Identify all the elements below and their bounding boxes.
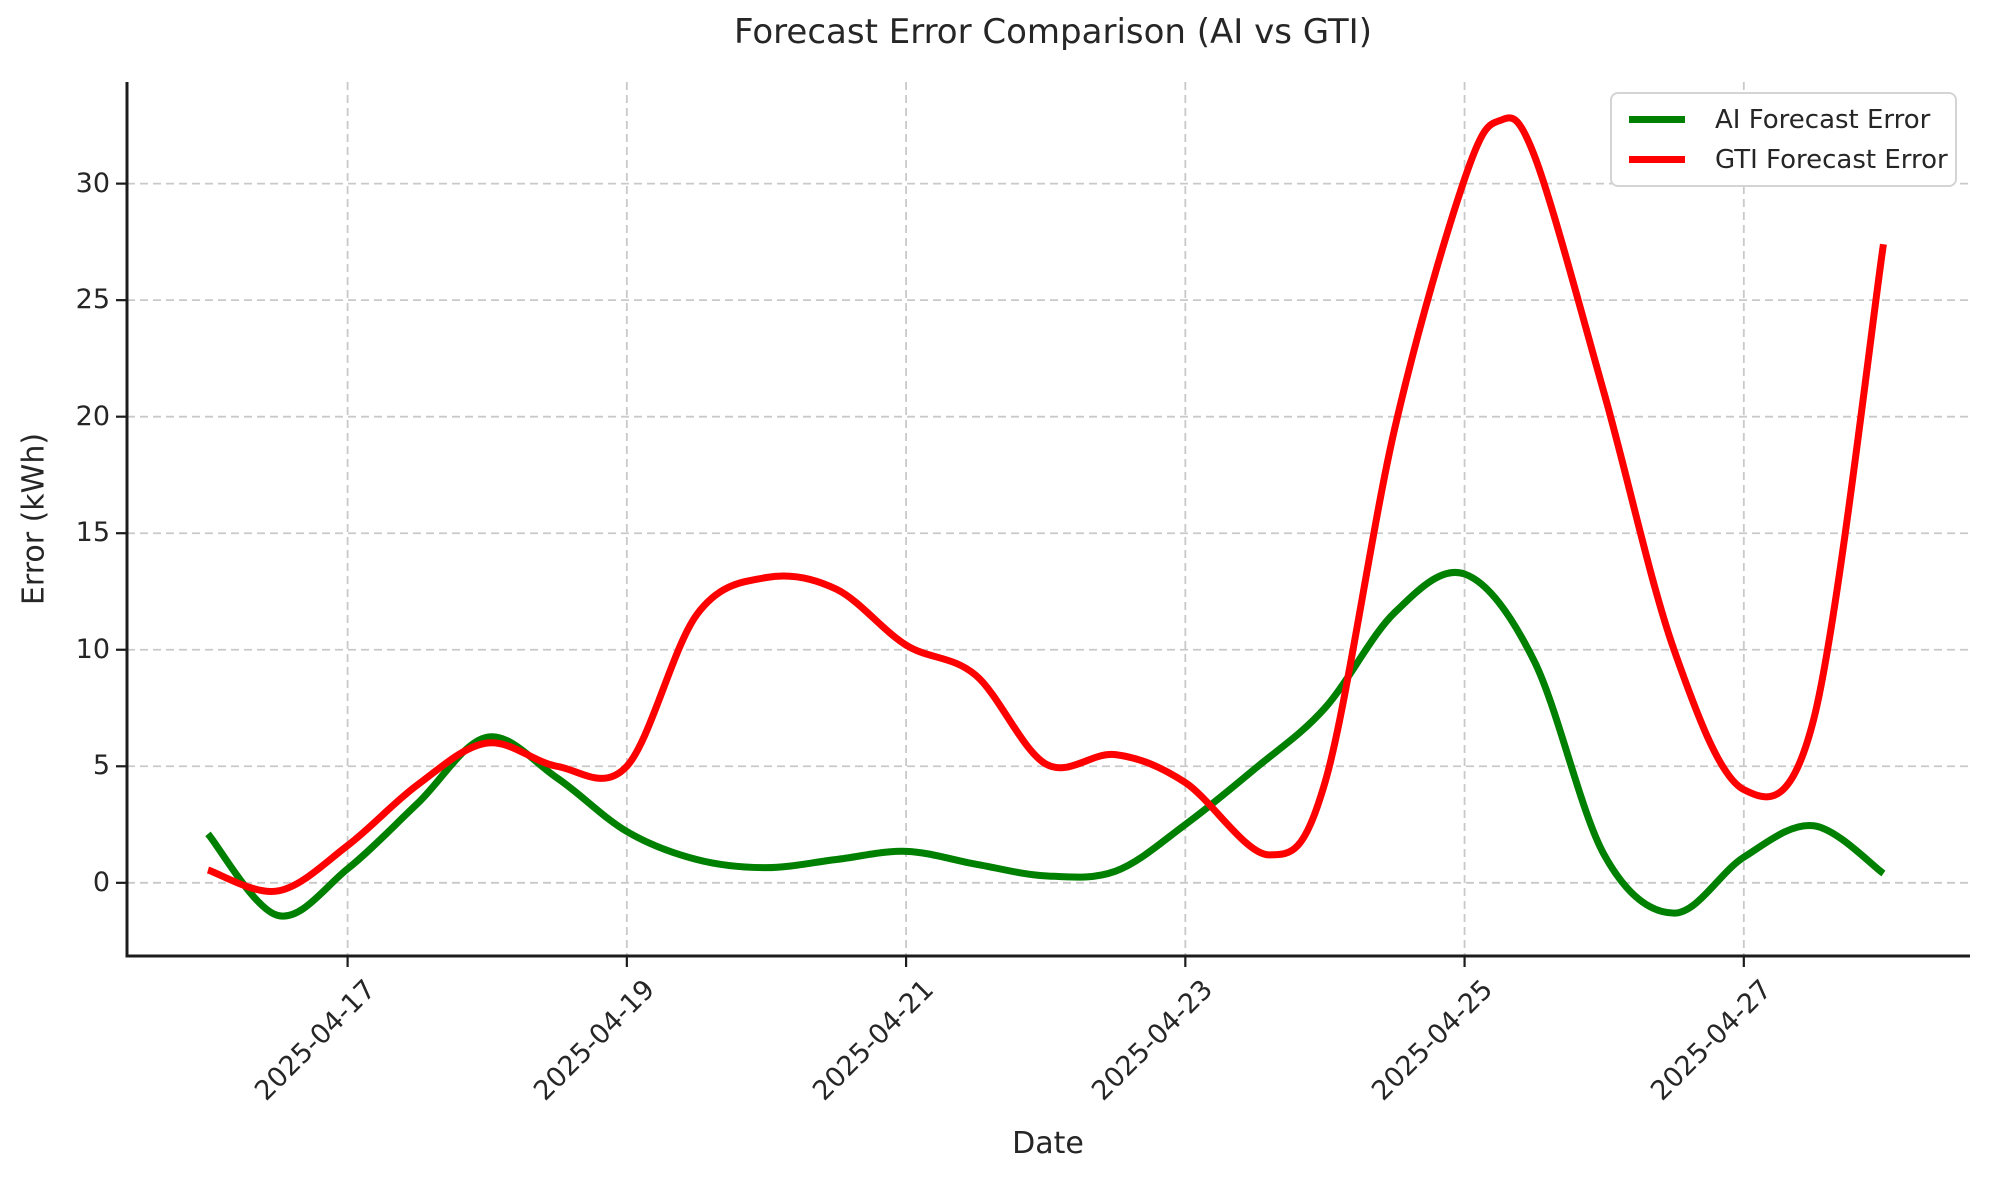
axes-spines: [125, 82, 1970, 958]
gti-forecast-error-line: [206, 114, 1887, 895]
legend-item-ai: AI Forecast Error: [1612, 105, 1955, 135]
legend-label-gti: GTI Forecast Error: [1715, 144, 1948, 175]
legend-item-gti: GTI Forecast Error: [1612, 145, 1955, 175]
x-axis-label: Date: [1012, 1126, 1084, 1161]
y-tick-label: 5: [92, 750, 110, 782]
y-tick-label: 15: [75, 517, 110, 549]
ai-line-swatch: [1629, 116, 1685, 123]
tick-marks: [116, 182, 1745, 967]
legend-label-ai: AI Forecast Error: [1715, 104, 1931, 135]
legend: AI Forecast Error GTI Forecast Error: [1610, 92, 1957, 187]
ai-forecast-error-line: [205, 568, 1886, 920]
chart-title: Forecast Error Comparison (AI vs GTI): [734, 12, 1372, 52]
y-tick-label: 25: [75, 284, 110, 316]
gti-line-swatch: [1629, 156, 1685, 163]
y-tick-label: 0: [92, 866, 110, 898]
gridlines: [127, 82, 1970, 956]
y-tick-label: 10: [75, 633, 110, 665]
y-tick-label: 30: [75, 167, 110, 199]
y-tick-label: 20: [75, 400, 110, 432]
